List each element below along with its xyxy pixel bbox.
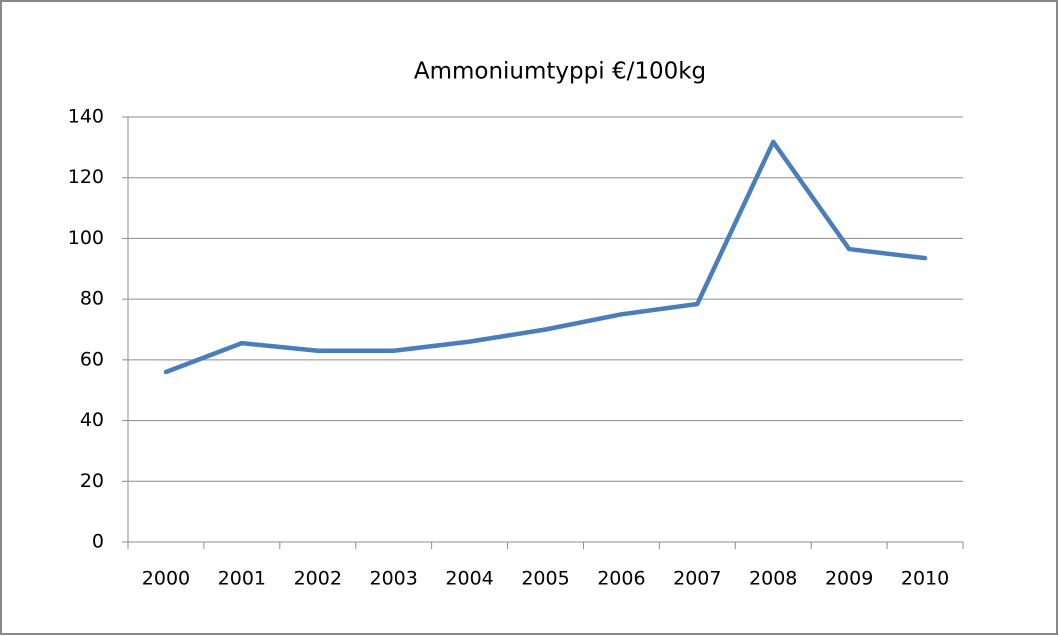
x-tick-label: 2005	[521, 568, 569, 590]
y-tick-label: 100	[68, 227, 104, 249]
x-tick-label: 2009	[825, 568, 873, 590]
x-tick-label: 2003	[370, 568, 418, 590]
y-tick-label: 40	[80, 409, 104, 431]
data-line	[163, 139, 928, 375]
x-tick-label: 2008	[749, 568, 797, 590]
y-tick-label: 0	[92, 531, 104, 553]
x-tick-label: 2000	[142, 568, 190, 590]
x-tick-label: 2007	[673, 568, 721, 590]
x-tick-label: 2001	[218, 568, 266, 590]
x-tick-label: 2006	[597, 568, 645, 590]
y-tick-label: 20	[80, 470, 104, 492]
chart-title: Ammoniumtyppi €/100kg	[414, 59, 706, 85]
y-tick-label: 80	[80, 288, 104, 310]
x-tick-label: 2002	[294, 568, 342, 590]
y-tick-label: 120	[68, 166, 104, 188]
y-tick-label: 60	[80, 348, 104, 370]
x-tick-label: 2010	[901, 568, 949, 590]
y-tick-label: 140	[68, 106, 104, 128]
x-tick-label: 2004	[445, 568, 493, 590]
